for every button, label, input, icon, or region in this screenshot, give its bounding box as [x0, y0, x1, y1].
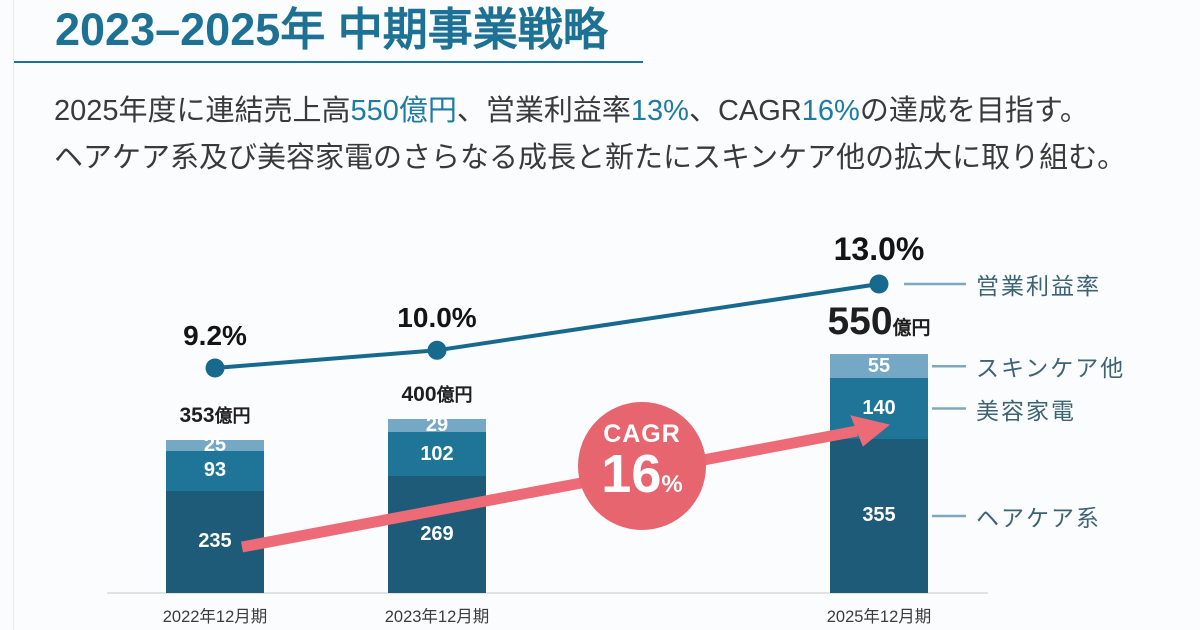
- segment-value: 269: [420, 523, 454, 546]
- lead-text: 、CAGR: [688, 95, 802, 127]
- margin-point: [427, 340, 447, 360]
- margin-point-label: 13.0%: [833, 231, 925, 267]
- bar-segment-haircare: 355: [830, 438, 928, 593]
- segment-value: 55: [867, 354, 891, 377]
- cagr-number: 16: [601, 444, 662, 504]
- lead-paragraph: 2025年度に連結売上高550億円、営業利益率13%、CAGR16%の達成を目指…: [54, 88, 1184, 182]
- bar-segment-skincare-other: 55: [830, 354, 928, 379]
- total-unit: 億円: [436, 385, 473, 406]
- cagr-value: 16%: [557, 447, 727, 511]
- cagr-badge: CAGR 16%: [557, 421, 727, 511]
- cagr-percent-sign: %: [661, 471, 683, 498]
- total-value: 550: [827, 300, 893, 344]
- bar-segment-haircare: 235: [166, 491, 264, 593]
- left-edge-line: [13, 0, 14, 630]
- margin-point-label: 9.2%: [183, 319, 247, 351]
- lead-text: の達成を目指す。: [859, 95, 1089, 127]
- legend-label-skincare-other: スキンケア他: [976, 356, 1126, 383]
- segment-value: 355: [862, 504, 896, 527]
- margin-point: [869, 274, 889, 294]
- legend-label-operating-margin: 営業利益率: [976, 274, 1101, 300]
- bar-segment-skincare-other: 25: [166, 434, 264, 456]
- segment-value: 140: [862, 397, 896, 420]
- lead-text: 2025年度に連結売上高: [54, 95, 351, 127]
- bar-segment-skincare-other: 29: [388, 414, 486, 436]
- margin-point: [205, 358, 225, 378]
- x-axis-label: 2025年12月期: [826, 608, 932, 626]
- total-unit: 億円: [892, 318, 931, 340]
- segment-value: 29: [425, 414, 449, 437]
- segment-value: 25: [203, 433, 227, 456]
- title-underline: [14, 61, 643, 63]
- x-axis-label: 2022年12月期: [162, 608, 268, 626]
- segment-value: 235: [198, 530, 232, 553]
- lead-text: ヘアケア系及び美容家電のさらなる成長と新たにスキンケア他の拡大に取り組む。: [54, 142, 1127, 174]
- lead-text: 、営業利益率: [456, 95, 631, 127]
- segment-value: 102: [420, 442, 454, 465]
- bar-total-label: 353億円: [179, 404, 250, 428]
- margin-point-label: 10.0%: [397, 302, 477, 334]
- x-axis-label: 2023年12月期: [384, 608, 490, 626]
- bar-segment-beauty-appliance: 102: [388, 431, 486, 477]
- total-value: 400: [401, 383, 437, 407]
- margin-line: [214, 282, 880, 370]
- lead-line-1: 2025年度に連結売上高550億円、営業利益率13%、CAGR16%の達成を目指…: [54, 88, 1184, 135]
- page-title: 2023–2025年 中期事業戦略: [55, 4, 608, 55]
- lead-line-2: ヘアケア系及び美容家電のさらなる成長と新たにスキンケア他の拡大に取り組む。: [54, 135, 1184, 182]
- segment-value: 93: [203, 459, 227, 482]
- bar-segment-beauty-appliance: 140: [830, 378, 928, 439]
- bar-total-label: 400億円: [401, 383, 472, 407]
- lead-highlight-margin: 13%: [630, 95, 689, 127]
- bar-total-label: 550億円: [827, 300, 930, 351]
- x-axis-line: [107, 592, 988, 594]
- total-unit: 億円: [214, 405, 251, 426]
- cagr-label: CAGR: [603, 420, 681, 448]
- growth-arrow-line: [240, 425, 859, 553]
- lead-highlight-cagr: 16%: [801, 95, 860, 127]
- bar-segment-haircare: 269: [388, 476, 486, 593]
- legend-label-haircare: ヘアケア系: [976, 505, 1101, 532]
- legend-label-beauty-appliance: 美容家電: [976, 398, 1076, 425]
- lead-highlight-revenue: 550億円: [350, 95, 457, 127]
- total-value: 353: [179, 403, 215, 427]
